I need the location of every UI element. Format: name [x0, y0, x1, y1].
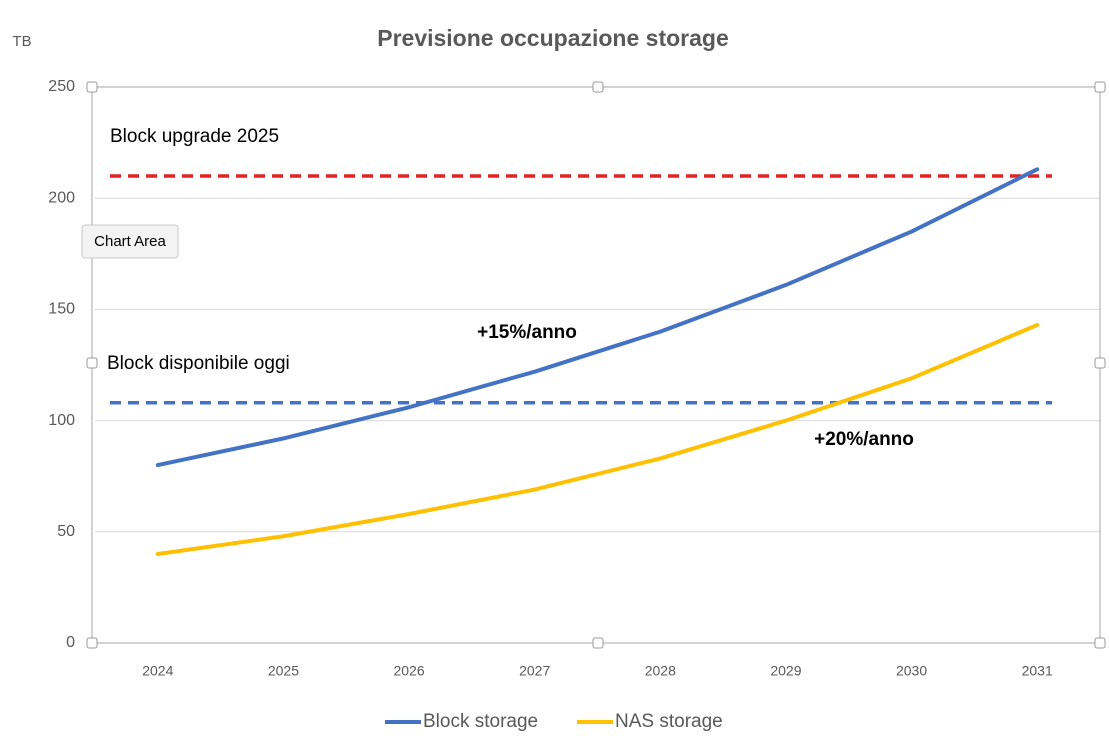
y-tick-label: 150: [48, 301, 75, 318]
y-tick-label: 100: [48, 412, 75, 429]
x-tick-label: 2025: [268, 663, 299, 679]
x-tick-label: 2030: [896, 663, 927, 679]
reference-label: Block disponibile oggi: [107, 353, 290, 374]
chart-title: Previsione occupazione storage: [377, 25, 729, 51]
annotation: +15%/anno: [477, 322, 577, 343]
tooltip-text: Chart Area: [94, 233, 166, 250]
y-tick-label: 0: [66, 634, 75, 651]
plot: 0 50 100 150 200 250 2024 2025 2026 2027 2028 2029 2…: [48, 78, 1100, 679]
series-line: [155, 322, 1040, 557]
series-line: [155, 167, 1040, 468]
reference-label: Block upgrade 2025: [110, 126, 279, 147]
y-tick-label: 250: [48, 78, 75, 95]
legend-label: NAS storage: [615, 711, 723, 732]
y-axis-label: TB: [12, 33, 31, 50]
selection-frame: [86, 81, 1106, 649]
x-tick-label: 2026: [393, 663, 424, 679]
x-tick-label: 2028: [645, 663, 676, 679]
x-tick-label: 2029: [770, 663, 801, 679]
tooltip: Chart Area: [81, 224, 179, 259]
x-tick-label: 2024: [142, 663, 173, 679]
legend-label: Block storage: [423, 711, 538, 732]
y-tick-label: 50: [57, 523, 75, 540]
x-tick-label: 2027: [519, 663, 550, 679]
annotation: +20%/anno: [814, 429, 914, 450]
y-tick-label: 200: [48, 189, 75, 206]
x-tick-label: 2031: [1022, 663, 1053, 679]
